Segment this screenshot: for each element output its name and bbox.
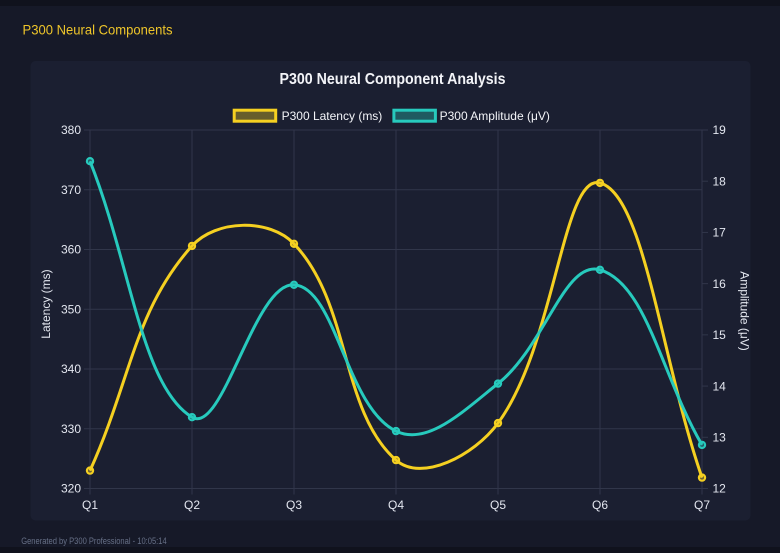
svg-text:Q4: Q4 (388, 498, 404, 512)
svg-text:Q7: Q7 (694, 498, 710, 512)
svg-text:P300 Amplitude (μV): P300 Amplitude (μV) (440, 109, 550, 123)
svg-text:18: 18 (713, 174, 727, 188)
svg-text:Q5: Q5 (490, 498, 506, 512)
svg-text:Latency (ms): Latency (ms) (39, 269, 53, 338)
svg-text:370: 370 (61, 183, 81, 197)
svg-text:330: 330 (61, 422, 81, 436)
svg-text:320: 320 (61, 482, 81, 496)
svg-text:Q2: Q2 (184, 498, 200, 512)
svg-text:P300 Neural Component Analysis: P300 Neural Component Analysis (280, 71, 506, 88)
svg-text:15: 15 (713, 328, 727, 342)
svg-text:350: 350 (61, 302, 81, 316)
svg-text:P300 Latency (ms): P300 Latency (ms) (282, 109, 383, 123)
svg-text:Q1: Q1 (82, 498, 98, 512)
svg-text:P300 Neural Components: P300 Neural Components (23, 22, 173, 38)
svg-text:19: 19 (713, 123, 727, 137)
svg-text:13: 13 (713, 431, 727, 445)
svg-text:360: 360 (61, 243, 81, 257)
svg-text:380: 380 (61, 123, 81, 137)
svg-text:12: 12 (713, 482, 727, 496)
svg-text:14: 14 (713, 379, 727, 393)
svg-text:16: 16 (713, 277, 727, 291)
svg-text:Amplitude (μV): Amplitude (μV) (738, 271, 752, 351)
svg-text:Generated by P300 Professional: Generated by P300 Professional - 10:05:1… (21, 536, 167, 546)
svg-text:17: 17 (713, 226, 727, 240)
svg-text:Q3: Q3 (286, 498, 302, 512)
svg-text:340: 340 (61, 362, 81, 376)
svg-text:Q6: Q6 (592, 498, 608, 512)
